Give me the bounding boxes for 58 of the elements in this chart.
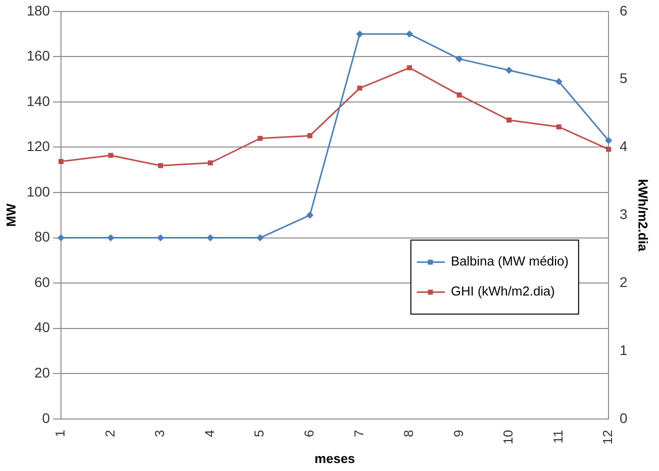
point	[506, 118, 512, 123]
point	[456, 92, 462, 98]
point	[107, 234, 114, 242]
point	[556, 124, 562, 130]
point	[258, 136, 263, 141]
point	[58, 158, 64, 164]
x-tick-label: 11	[550, 430, 566, 444]
x-tick-label: 9	[450, 430, 466, 438]
point	[207, 234, 214, 242]
x-tick-label: 7	[351, 430, 366, 438]
point	[406, 30, 413, 38]
point	[306, 212, 314, 218]
legend-label: GHI (kWh/m2.dia)	[450, 284, 555, 299]
point	[256, 234, 264, 242]
point	[506, 67, 512, 74]
y-tick-label: 60	[34, 274, 50, 290]
y-tick-label: 140	[26, 92, 50, 109]
point	[606, 146, 612, 152]
legend-label: Balbina (MW médio)	[450, 254, 569, 269]
point	[605, 137, 612, 144]
y2-tick-label: 0	[620, 410, 628, 426]
point	[208, 160, 213, 166]
y-axis-title: MW	[3, 202, 18, 227]
point	[556, 78, 562, 85]
x-tick-label: 10	[500, 430, 516, 444]
y-tick-label: 0	[42, 410, 50, 426]
point	[158, 163, 164, 168]
x-tick-label: 6	[301, 430, 316, 438]
y-tick-label: 40	[34, 319, 50, 336]
y2-tick-label: 5	[620, 70, 628, 86]
point	[356, 30, 363, 38]
x-tick-label: 8	[401, 430, 416, 438]
y2-tick-label: 2	[620, 274, 628, 290]
y2-axis-title: kWh/m2.dia	[636, 179, 651, 252]
y-tick-label: 80	[34, 228, 50, 245]
point	[58, 234, 64, 242]
point	[357, 86, 362, 91]
y2-tick-label: 1	[620, 342, 628, 358]
x-tick-label: 2	[102, 430, 118, 438]
point	[157, 234, 164, 242]
x-tick-label: 1	[52, 430, 68, 438]
x-tick-label: 4	[202, 430, 217, 438]
x-axis-title: meses	[314, 450, 356, 466]
y2-tick-label: 6	[620, 2, 628, 18]
point	[406, 65, 412, 70]
point	[307, 133, 312, 138]
y-tick-label: 100	[26, 183, 50, 200]
y-tick-label: 180	[26, 2, 50, 18]
x-tick-label: 12	[600, 430, 616, 444]
x-tick-label: 3	[152, 430, 168, 438]
y-tick-label: 20	[34, 364, 50, 381]
y2-tick-label: 3	[620, 206, 628, 222]
point	[456, 56, 463, 62]
y-tick-label: 160	[26, 48, 50, 64]
y2-tick-label: 4	[620, 138, 628, 154]
y-tick-label: 120	[26, 138, 50, 154]
point	[108, 152, 114, 158]
x-tick-label: 5	[252, 430, 267, 438]
